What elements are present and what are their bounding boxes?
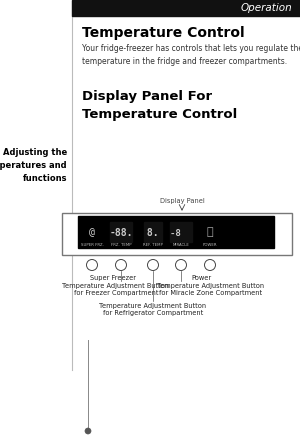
Text: SUPER FRZ.: SUPER FRZ. (81, 243, 103, 247)
Bar (110, 222, 132, 242)
Text: Temperature Control: Temperature Control (82, 26, 244, 40)
Text: POWER: POWER (203, 243, 217, 247)
Text: Temperature Adjustment Button
for Freezer Compartment: Temperature Adjustment Button for Freeze… (62, 283, 170, 296)
Bar (78, 216, 274, 248)
Circle shape (176, 260, 187, 271)
Bar (62, 213, 292, 255)
Text: -8: -8 (170, 228, 192, 238)
Text: REF. TEMP: REF. TEMP (143, 243, 163, 247)
Bar (144, 222, 162, 242)
Bar (170, 222, 192, 242)
Text: Super Freezer: Super Freezer (90, 275, 136, 281)
Text: @: @ (89, 227, 95, 237)
Circle shape (148, 260, 158, 271)
Text: Power: Power (192, 275, 212, 281)
Text: Display Panel: Display Panel (160, 198, 204, 204)
Circle shape (86, 260, 98, 271)
Circle shape (85, 428, 91, 434)
Text: MIRACLE: MIRACLE (172, 243, 189, 247)
Text: -88.: -88. (109, 228, 133, 238)
Text: Adjusting the
temperatures and
functions: Adjusting the temperatures and functions (0, 148, 67, 183)
Text: Your fridge-freezer has controls that lets you regulate the
temperature in the f: Your fridge-freezer has controls that le… (82, 44, 300, 66)
Circle shape (116, 260, 127, 271)
Text: 8.: 8. (141, 228, 165, 238)
Text: Temperature Control: Temperature Control (82, 108, 237, 121)
Text: Operation: Operation (240, 3, 292, 13)
Text: Temperature Adjustment Button
for Refrigerator Compartment: Temperature Adjustment Button for Refrig… (99, 303, 207, 316)
Circle shape (205, 260, 215, 271)
Bar (72, 0, 300, 16)
Text: Temperature Adjustment Button
for Miracle Zone Compartment: Temperature Adjustment Button for Miracl… (158, 283, 265, 296)
Text: FRZ. TEMP: FRZ. TEMP (111, 243, 131, 247)
Text: ⏻: ⏻ (207, 227, 213, 237)
Text: Display Panel For: Display Panel For (82, 90, 212, 103)
